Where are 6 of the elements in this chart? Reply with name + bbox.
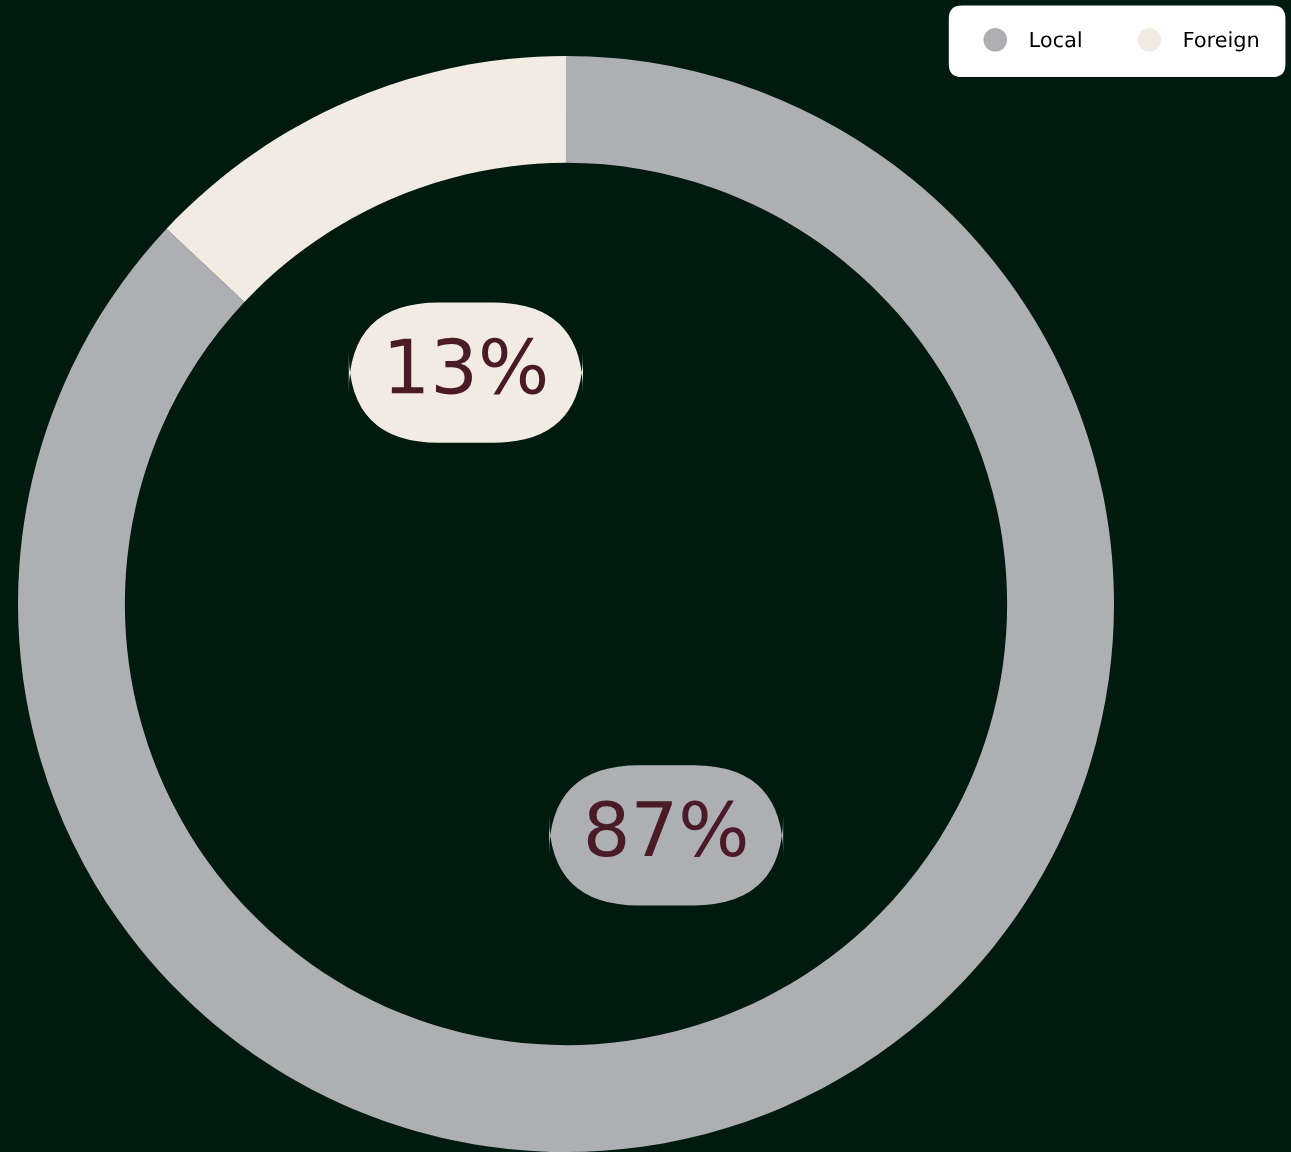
legend-label: Local xyxy=(1030,31,1081,48)
data-label: 87% xyxy=(587,800,746,858)
donut-slice xyxy=(166,56,566,303)
data-label: 13% xyxy=(390,337,546,395)
legend-label: Foreign xyxy=(1184,31,1258,52)
donut-slice xyxy=(18,56,1114,1152)
